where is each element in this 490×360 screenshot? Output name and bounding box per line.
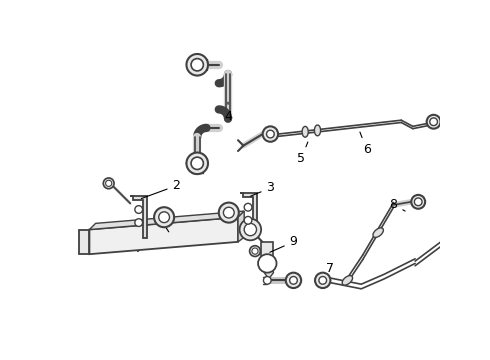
- Circle shape: [263, 126, 278, 142]
- Polygon shape: [238, 211, 244, 242]
- Circle shape: [223, 207, 234, 218]
- Text: 7: 7: [326, 261, 335, 280]
- Circle shape: [252, 248, 258, 254]
- Circle shape: [135, 206, 143, 213]
- Text: 4: 4: [224, 102, 232, 123]
- Circle shape: [240, 219, 261, 240]
- Text: 2: 2: [141, 179, 180, 199]
- Circle shape: [244, 223, 257, 236]
- Circle shape: [258, 254, 276, 273]
- Circle shape: [154, 207, 174, 227]
- Ellipse shape: [342, 276, 353, 285]
- Polygon shape: [89, 211, 244, 230]
- Circle shape: [244, 203, 252, 211]
- Ellipse shape: [373, 228, 383, 237]
- Polygon shape: [130, 195, 147, 238]
- Circle shape: [186, 54, 208, 76]
- Polygon shape: [89, 217, 238, 254]
- Text: 3: 3: [250, 181, 274, 196]
- Circle shape: [106, 180, 112, 186]
- Text: 1: 1: [155, 210, 169, 232]
- Circle shape: [103, 178, 114, 189]
- Circle shape: [430, 118, 438, 126]
- Circle shape: [427, 115, 441, 129]
- Text: 6: 6: [360, 132, 370, 156]
- Circle shape: [319, 276, 327, 284]
- Polygon shape: [240, 193, 257, 236]
- Circle shape: [191, 59, 203, 71]
- Circle shape: [191, 157, 203, 170]
- Circle shape: [186, 153, 208, 174]
- Text: 9: 9: [270, 235, 297, 252]
- Circle shape: [219, 203, 239, 222]
- Circle shape: [159, 212, 170, 222]
- Ellipse shape: [302, 126, 308, 137]
- Circle shape: [244, 216, 252, 224]
- Circle shape: [267, 130, 274, 138]
- Circle shape: [290, 276, 297, 284]
- Circle shape: [286, 273, 301, 288]
- Ellipse shape: [315, 125, 320, 136]
- Circle shape: [415, 198, 422, 206]
- Circle shape: [135, 219, 143, 226]
- Circle shape: [249, 246, 260, 256]
- Polygon shape: [78, 230, 89, 254]
- Circle shape: [411, 195, 425, 209]
- Bar: [261, 242, 273, 257]
- Circle shape: [264, 276, 271, 284]
- Text: 5: 5: [297, 142, 308, 165]
- Polygon shape: [263, 257, 273, 279]
- Circle shape: [315, 273, 330, 288]
- Text: 8: 8: [390, 198, 405, 211]
